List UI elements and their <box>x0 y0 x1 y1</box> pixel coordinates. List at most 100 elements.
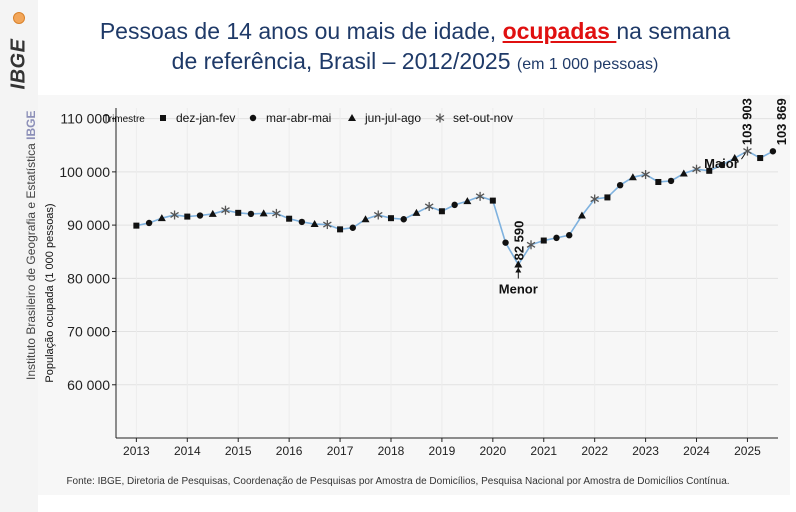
data-point <box>208 209 217 217</box>
max-note: Maior <box>704 156 739 171</box>
logo-circle-icon <box>13 12 25 24</box>
min-arrow-head <box>515 267 522 273</box>
data-point <box>438 208 445 215</box>
x-tick-label: 2025 <box>734 444 761 458</box>
title-line-1: Pessoas de 14 anos ou mais de idade, ocu… <box>50 16 780 46</box>
data-point <box>157 214 166 222</box>
y-axis-label: População ocupada (1 000 pessoas) <box>44 203 56 382</box>
data-point <box>310 220 319 228</box>
data-point <box>628 173 637 181</box>
data-point <box>337 226 344 233</box>
data-point <box>577 211 586 219</box>
data-point <box>757 155 764 162</box>
data-point <box>769 148 777 155</box>
legend-marker <box>160 115 166 121</box>
data-point <box>616 181 624 189</box>
data-point <box>412 208 421 216</box>
y-tick-label: 110 000 <box>60 111 110 127</box>
x-tick-label: 2024 <box>683 444 710 458</box>
max-value-label: 103 903 <box>739 98 754 145</box>
data-point <box>286 215 293 222</box>
data-point <box>361 215 370 223</box>
data-point <box>679 169 688 177</box>
title-line-2-text: de referência, Brasil – 2012/2025 <box>171 48 517 74</box>
x-tick-label: 2015 <box>225 444 252 458</box>
data-point <box>692 164 701 174</box>
data-point <box>566 232 573 239</box>
data-point <box>322 220 332 230</box>
data-point <box>400 216 407 223</box>
data-point <box>463 197 472 205</box>
sidebar: IBGE Instituto Brasileiro de Geografia e… <box>0 0 38 512</box>
max-arrow <box>741 152 746 160</box>
data-point <box>259 209 268 217</box>
data-point <box>133 222 140 229</box>
data-point <box>730 154 739 162</box>
legend-title: Trimestre <box>103 114 145 125</box>
x-tick-label: 2020 <box>479 444 506 458</box>
x-tick-label: 2013 <box>123 444 150 458</box>
data-point <box>718 161 726 169</box>
data-point <box>590 194 600 204</box>
data-point <box>184 213 191 220</box>
data-point <box>387 215 394 222</box>
data-point <box>655 178 662 185</box>
data-point <box>451 201 458 209</box>
data-point <box>170 210 179 220</box>
legend-marker <box>249 114 257 122</box>
data-point <box>235 209 242 216</box>
y-tick-label: 70 000 <box>67 324 110 340</box>
min-note: Menor <box>499 282 538 297</box>
title-unit: (em 1 000 pessoas) <box>516 56 659 73</box>
x-tick-label: 2022 <box>581 444 608 458</box>
legend-marker <box>435 113 445 123</box>
data-point <box>743 146 752 156</box>
x-tick-label: 2017 <box>327 444 354 458</box>
data-point <box>196 212 204 219</box>
data-point <box>526 240 536 250</box>
legend-marker <box>348 114 356 121</box>
page-title: Pessoas de 14 anos ou mais de idade, ocu… <box>50 16 780 80</box>
y-tick-label: 90 000 <box>67 217 110 233</box>
source-note: Fonte: IBGE, Diretoria de Pesquisas, Coo… <box>66 476 730 487</box>
data-point <box>540 237 547 244</box>
data-point <box>604 194 611 201</box>
legend-label: jun-jul-ago <box>364 111 421 125</box>
y-tick-label: 60 000 <box>67 377 110 393</box>
data-point <box>221 205 230 215</box>
data-point <box>502 239 509 246</box>
x-tick-label: 2014 <box>174 444 201 458</box>
data-point <box>667 177 675 185</box>
x-tick-label: 2021 <box>530 444 557 458</box>
y-tick-label: 80 000 <box>67 270 110 286</box>
title-part-2: na semana <box>616 18 731 44</box>
data-point <box>272 208 281 218</box>
data-point <box>247 210 255 218</box>
legend-label: mar-abr-mai <box>266 111 331 125</box>
title-line-2: de referência, Brasil – 2012/2025 (em 1 … <box>50 46 780 80</box>
data-point <box>349 224 356 231</box>
last-value-label: 103 869 <box>774 98 789 145</box>
data-point <box>298 218 306 226</box>
data-point <box>489 197 496 204</box>
x-tick-label: 2018 <box>378 444 405 458</box>
chart-area <box>38 95 790 495</box>
data-point <box>145 219 153 227</box>
ibge-logo: IBGE <box>2 8 36 108</box>
min-value-label: 82 590 <box>511 221 526 261</box>
legend-label: set-out-nov <box>453 111 513 125</box>
data-point <box>475 191 485 201</box>
data-point <box>373 210 383 220</box>
title-part-1: Pessoas de 14 anos ou mais de idade, <box>99 18 503 44</box>
legend-label: dez-jan-fev <box>176 111 235 125</box>
x-tick-label: 2023 <box>632 444 659 458</box>
y-tick-label: 100 000 <box>59 164 110 180</box>
data-point <box>641 170 650 180</box>
x-tick-label: 2019 <box>429 444 456 458</box>
data-point <box>424 201 434 211</box>
title-highlight: ocupadas <box>502 18 617 44</box>
data-point <box>706 167 713 174</box>
data-point <box>514 260 523 268</box>
x-tick-label: 2016 <box>276 444 303 458</box>
